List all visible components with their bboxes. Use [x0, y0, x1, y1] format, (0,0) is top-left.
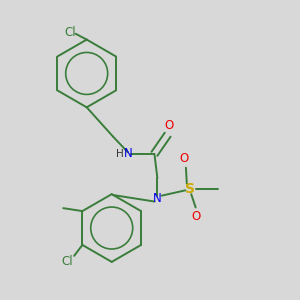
Text: O: O [164, 119, 174, 132]
Text: N: N [124, 147, 133, 160]
Text: Cl: Cl [65, 26, 76, 39]
Text: Cl: Cl [62, 255, 74, 268]
Text: S: S [185, 182, 195, 196]
Text: N: N [153, 192, 162, 205]
Text: O: O [191, 210, 200, 224]
Text: O: O [180, 152, 189, 165]
Text: H: H [116, 149, 124, 159]
